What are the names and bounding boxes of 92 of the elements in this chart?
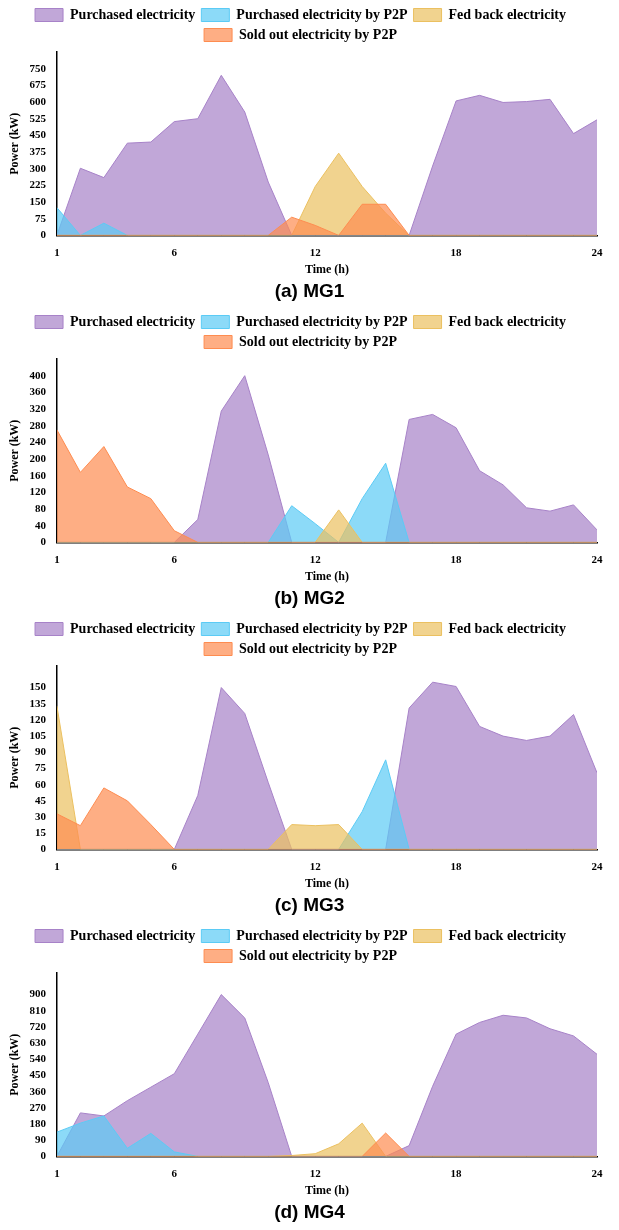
y-tick-label: 240 — [29, 435, 47, 448]
legend-label: Sold out electricity by P2P — [239, 333, 398, 349]
y-tick-label: 60 — [34, 777, 47, 790]
y-tick-label: 120 — [29, 485, 47, 498]
y-tick-label: 400 — [29, 368, 47, 381]
x-tick-label: 6 — [171, 552, 178, 565]
y-tick-label: 540 — [29, 1052, 47, 1065]
y-tick-label: 810 — [29, 1003, 47, 1016]
y-tick-label: 450 — [29, 1068, 47, 1081]
y-axis-title: Power (kW) — [7, 726, 22, 789]
y-axis-title: Power (kW) — [7, 112, 22, 175]
y-tick-label: 80 — [34, 501, 47, 514]
y-tick-label: 75 — [34, 211, 47, 224]
x-tick-label: 6 — [171, 859, 178, 872]
y-tick-label: 720 — [29, 1019, 47, 1032]
y-tick-label: 45 — [34, 793, 47, 806]
y-tick-label: 300 — [29, 161, 47, 174]
x-tick-label: 12 — [309, 859, 322, 872]
x-tick-label: 24 — [591, 245, 603, 258]
x-axis-title: Time (h) — [304, 261, 350, 276]
x-axis-title: Time (h) — [304, 568, 350, 583]
text: (c) MG3 — [273, 893, 346, 917]
y-tick-label: 360 — [29, 385, 47, 398]
y-tick-label: 0 — [40, 1149, 47, 1162]
y-tick-label: 200 — [29, 451, 47, 464]
x-tick-label: 18 — [450, 1166, 463, 1179]
x-tick-label: 1 — [54, 552, 60, 565]
y-tick-label: 160 — [29, 468, 47, 481]
y-tick-label: 450 — [29, 128, 47, 141]
y-tick-label: 90 — [34, 745, 47, 758]
y-tick-label: 375 — [29, 144, 47, 157]
legend-label: Sold out electricity by P2P — [239, 947, 398, 963]
text: (b) MG2 — [273, 586, 346, 610]
legend-label: Purchased electricity — [70, 313, 196, 329]
legend-label: Purchased electricity — [70, 6, 196, 22]
y-tick-label: 675 — [29, 78, 47, 91]
y-tick-label: 135 — [29, 696, 47, 709]
legend-label: Purchased electricity by P2P — [236, 313, 408, 329]
legend-label: Purchased electricity — [70, 927, 196, 943]
x-tick-label: 1 — [54, 1166, 60, 1179]
y-tick-label: 280 — [29, 418, 47, 431]
x-tick-label: 1 — [54, 859, 60, 872]
legend-label: Purchased electricity by P2P — [236, 620, 408, 636]
x-tick-label: 6 — [171, 1166, 178, 1179]
legend-label: Purchased electricity — [70, 620, 196, 636]
y-tick-label: 0 — [40, 842, 47, 855]
y-tick-label: 600 — [29, 94, 47, 107]
y-axis-title: Power (kW) — [7, 1033, 22, 1096]
text: (a) MG1 — [273, 279, 346, 303]
x-tick-label: 24 — [591, 859, 603, 872]
x-tick-label: 1 — [54, 245, 60, 258]
y-tick-label: 105 — [29, 728, 47, 741]
legend-label: Fed back electricity — [448, 6, 566, 22]
legend-label: Fed back electricity — [448, 313, 566, 329]
y-tick-label: 525 — [29, 111, 47, 124]
legend-label: Fed back electricity — [448, 620, 566, 636]
y-tick-label: 900 — [29, 987, 47, 1000]
x-tick-label: 6 — [171, 245, 178, 258]
x-tick-label: 12 — [309, 245, 322, 258]
y-tick-label: 750 — [29, 61, 47, 74]
x-tick-label: 24 — [591, 552, 603, 565]
y-tick-label: 150 — [29, 194, 47, 207]
y-tick-label: 320 — [29, 401, 47, 414]
y-tick-label: 150 — [29, 680, 47, 693]
x-tick-label: 18 — [450, 859, 463, 872]
y-tick-label: 180 — [29, 1116, 47, 1129]
x-axis-title: Time (h) — [304, 875, 350, 890]
y-tick-label: 360 — [29, 1084, 47, 1097]
y-tick-label: 40 — [34, 518, 47, 531]
y-tick-label: 75 — [34, 761, 47, 774]
x-tick-label: 12 — [309, 1166, 322, 1179]
text: (d) MG4 — [273, 1200, 346, 1224]
y-tick-label: 0 — [40, 228, 47, 241]
y-tick-label: 270 — [29, 1100, 47, 1113]
legend-label: Purchased electricity by P2P — [236, 6, 408, 22]
legend-label: Sold out electricity by P2P — [239, 26, 398, 42]
x-tick-label: 12 — [309, 552, 322, 565]
x-tick-label: 18 — [450, 245, 463, 258]
y-tick-label: 0 — [40, 535, 47, 548]
y-tick-label: 90 — [34, 1133, 47, 1146]
x-tick-label: 18 — [450, 552, 463, 565]
legend-label: Sold out electricity by P2P — [239, 640, 398, 656]
y-tick-label: 225 — [29, 178, 47, 191]
y-axis-title: Power (kW) — [7, 419, 22, 482]
y-tick-label: 15 — [34, 826, 47, 839]
x-tick-label: 24 — [591, 1166, 603, 1179]
x-axis-title: Time (h) — [304, 1182, 350, 1197]
y-tick-label: 30 — [34, 809, 47, 822]
legend-label: Purchased electricity by P2P — [236, 927, 408, 943]
y-tick-label: 630 — [29, 1035, 47, 1048]
y-tick-label: 120 — [29, 712, 47, 725]
legend-label: Fed back electricity — [448, 927, 566, 943]
